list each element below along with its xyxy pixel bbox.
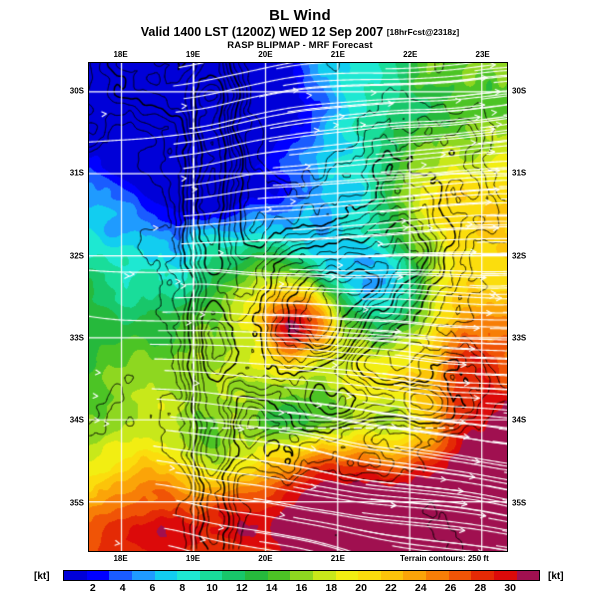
colorbar-unit-left: [kt] [34,571,50,582]
colorbar-swatch [380,571,404,580]
colorbar-swatch [358,571,381,580]
colorbar-tick-labels: 2 4 6 8 10 12 14 16 18 20 22 24 26 28 30 [63,582,540,596]
axis-label-right: 32S [512,251,527,261]
axis-label-top: 19E [185,50,201,59]
axis-label-top: 20E [258,50,273,59]
colorbar-tick: 30 [504,582,517,594]
axis-label-right: 31S [512,168,527,178]
wind-field-canvas [89,63,507,551]
axis-label-bottom: 21E [330,554,345,563]
axis-label-bottom: 19E [185,554,201,563]
axis-label-left: 31S [69,168,84,178]
colorbar-tick: 18 [325,582,338,594]
colorbar-tick: 20 [355,582,367,594]
colorbar-swatch [64,571,87,580]
axis-label-left: 30S [69,86,84,96]
colorbar-swatch [177,571,200,580]
map-plot-area[interactable] [88,62,508,552]
colorbar-tick: 14 [265,582,278,594]
terrain-contour-note: Terrain contours: 250 ft [400,554,489,563]
colorbar-tick: 28 [474,582,487,594]
colorbar-tick: 16 [295,582,308,594]
colorbar-tick: 4 [119,582,126,594]
axis-label-top: 22E [403,50,418,59]
axis-label-right: 35S [512,498,527,508]
colorbar-swatch [131,571,155,580]
axis-label-left: 32S [69,251,84,261]
axis-label-top: 23E [475,50,490,59]
colorbar-swatch [290,571,313,580]
colorbar-gradient [63,570,540,581]
forecast-hour-tag: [18hrFcst@2318z] [386,26,460,37]
colorbar-tick: 2 [89,582,96,594]
colorbar-swatch [245,571,268,580]
colorbar-tick: 8 [179,582,186,594]
colorbar-tick: 10 [206,582,218,594]
model-source-line: RASP BLIPMAP - MRF Forecast [227,39,373,51]
colorbar-unit-right: [kt] [548,571,564,582]
colorbar-swatch [86,571,110,580]
colorbar-tick: 26 [444,582,457,594]
axis-label-left: 33S [69,333,84,343]
page-title: BL Wind [269,7,331,24]
axis-label-top: 18E [113,50,128,59]
colorbar-swatch [312,571,336,580]
colorbar-swatch [516,571,540,580]
colorbar-tick: 22 [385,582,397,594]
colorbar-tick: 12 [236,582,248,594]
colorbar-tick: 24 [414,582,427,594]
axis-label-top: 21E [330,50,345,59]
colorbar-swatch [403,571,426,580]
title-block: BL Wind Valid 1400 LST (1200Z) WED 12 Se… [0,8,600,51]
colorbar-swatch [267,571,291,580]
valid-time-line: Valid 1400 LST (1200Z) WED 12 Sep 2007 [… [0,24,600,39]
colorbar-swatch [448,571,472,580]
axis-label-bottom: 18E [113,554,128,563]
colorbar-swatch [199,571,223,580]
colorbar-swatch [222,571,245,580]
colorbar-swatch [109,571,132,580]
colorbar-tick: 6 [149,582,156,594]
axis-label-bottom: 20E [258,554,273,563]
colorbar-swatch [471,571,494,580]
colorbar: [kt] [kt] 2 4 6 8 10 12 14 16 18 20 22 24 26 28 30 [0,568,600,598]
colorbar-swatch [335,571,359,580]
axis-label-left: 35S [69,498,84,508]
axis-label-right: 33S [512,333,527,343]
colorbar-swatch [426,571,449,580]
axis-label-right: 34S [512,415,527,425]
valid-time-text: Valid 1400 LST (1200Z) WED 12 Sep 2007 [140,24,384,39]
axis-label-right: 30S [512,86,527,96]
colorbar-swatch [154,571,178,580]
axis-label-left: 34S [69,415,84,425]
colorbar-swatch [493,571,517,580]
